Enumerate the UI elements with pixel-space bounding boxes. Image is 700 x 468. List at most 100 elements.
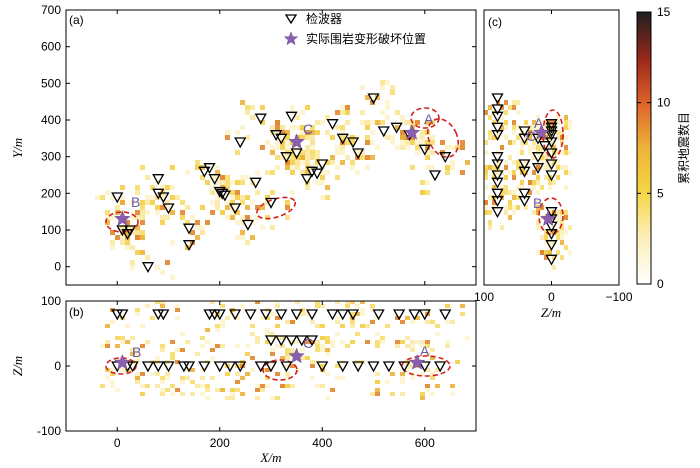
density-cell: [488, 105, 492, 110]
density-cell: [240, 230, 245, 235]
density-cell: [185, 340, 190, 344]
sensor-marker: [229, 203, 242, 215]
density-cell: [245, 110, 250, 115]
density-cell: [375, 340, 380, 344]
density-cell: [370, 120, 375, 125]
sensor-marker: [545, 130, 558, 142]
density-cell: [300, 135, 305, 140]
density-cell: [552, 180, 556, 185]
density-cell: [425, 344, 430, 348]
density-cell: [330, 135, 335, 140]
density-cell: [195, 235, 200, 240]
density-cell: [548, 180, 552, 185]
density-cell: [430, 120, 435, 125]
density-cell: [235, 388, 240, 392]
density-cell: [300, 130, 305, 135]
density-cell: [564, 245, 568, 250]
density-cell: [556, 165, 560, 170]
density-cell: [295, 165, 300, 170]
density-cell: [320, 348, 325, 352]
density-cell: [280, 145, 285, 150]
density-cell: [480, 170, 484, 175]
colorbar-gradient: [636, 11, 652, 285]
density-cell: [250, 368, 255, 372]
density-cell: [265, 332, 270, 336]
density-cell: [215, 328, 220, 332]
density-cell: [200, 368, 205, 372]
density-cell: [205, 292, 210, 296]
density-cell: [320, 180, 325, 185]
density-cell: [355, 312, 360, 316]
density-cell: [380, 80, 385, 85]
density-cell: [210, 200, 215, 205]
y-tick-label: 300: [41, 150, 61, 164]
density-cell: [460, 140, 465, 145]
density-cell: [105, 376, 110, 380]
density-cell: [215, 200, 220, 205]
density-cell: [380, 340, 385, 344]
density-cell: [345, 110, 350, 115]
density-cell: [285, 205, 290, 210]
density-cell: [315, 130, 320, 135]
density-cell: [160, 380, 165, 384]
density-cell: [180, 215, 185, 220]
density-cell: [160, 376, 165, 380]
density-cell: [492, 185, 496, 190]
density-cell: [230, 388, 235, 392]
density-cell: [300, 308, 305, 312]
density-cell: [350, 340, 355, 344]
density-cell: [120, 340, 125, 344]
density-cell: [160, 215, 165, 220]
sensor-marker: [372, 309, 385, 321]
x-tick-label: −100: [605, 290, 632, 304]
density-cell: [365, 324, 370, 328]
density-cell: [430, 165, 435, 170]
density-cell: [435, 324, 440, 328]
density-cell: [420, 344, 425, 348]
density-cell: [250, 115, 255, 120]
density-cell: [536, 205, 540, 210]
density-cell: [220, 324, 225, 328]
density-cell: [492, 175, 496, 180]
density-cell: [295, 340, 300, 344]
y-tick-label: 0: [54, 359, 61, 373]
density-cell: [165, 205, 170, 210]
sensor-marker: [162, 361, 175, 373]
density-cell: [568, 125, 572, 130]
density-cell: [512, 100, 516, 105]
density-cell: [165, 185, 170, 190]
density-cell: [430, 376, 435, 380]
density-cell: [130, 230, 135, 235]
density-cell: [305, 296, 310, 300]
density-cell: [488, 220, 492, 225]
density-cell: [536, 125, 540, 130]
density-cell: [528, 125, 532, 130]
density-cell: [548, 155, 552, 160]
density-cell: [540, 145, 544, 150]
density-cell: [110, 372, 115, 376]
density-cell: [225, 175, 230, 180]
density-cell: [560, 220, 564, 225]
density-cell: [516, 185, 520, 190]
density-cell: [435, 384, 440, 388]
density-cell: [145, 255, 150, 260]
density-cell: [425, 140, 430, 145]
density-cell: [315, 155, 320, 160]
density-cell: [345, 120, 350, 125]
density-cell: [205, 388, 210, 392]
density-cell: [235, 316, 240, 320]
density-cell: [544, 235, 548, 240]
density-cell: [445, 344, 450, 348]
sensor-marker: [208, 174, 221, 186]
density-cell: [305, 312, 310, 316]
axes-a: [65, 9, 477, 286]
density-cell: [524, 140, 528, 145]
density-cell: [115, 205, 120, 210]
density-cell: [420, 140, 425, 145]
density-cell: [215, 195, 220, 200]
sensor-marker: [316, 159, 329, 171]
density-cell: [425, 150, 430, 155]
x-tick-label: 400: [312, 436, 332, 450]
density-cell: [140, 215, 145, 220]
density-cell: [335, 376, 340, 380]
